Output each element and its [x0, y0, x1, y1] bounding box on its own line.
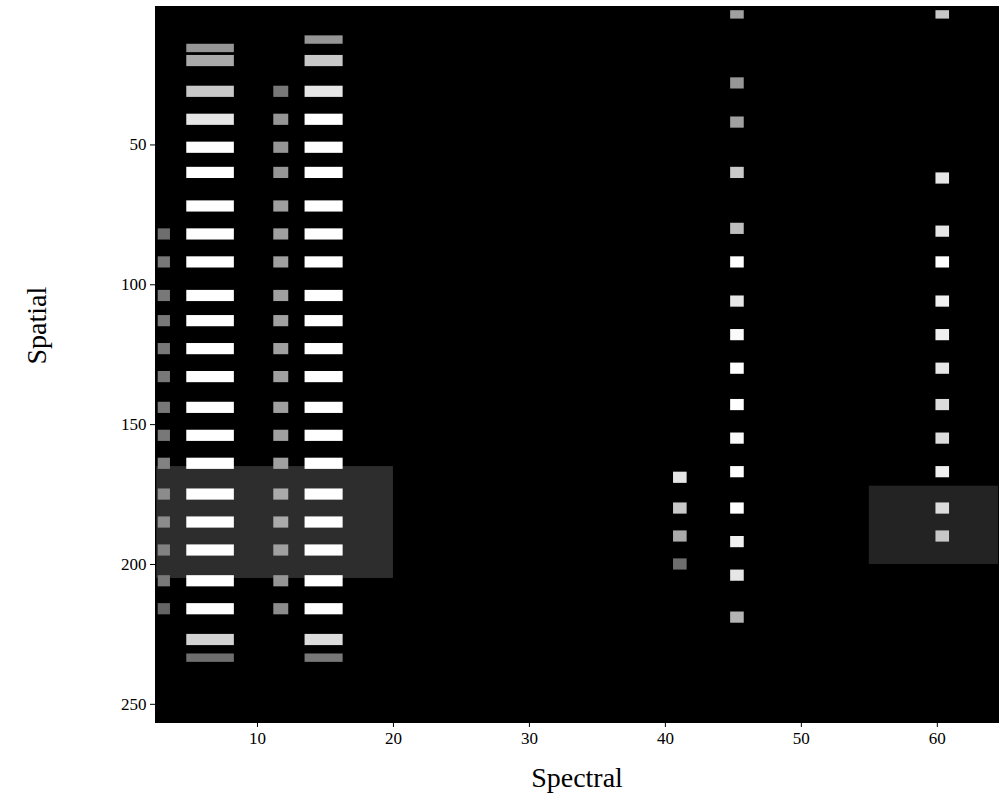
svg-text:50: 50 [130, 135, 147, 154]
svg-text:60: 60 [929, 729, 946, 748]
svg-text:10: 10 [249, 729, 266, 748]
svg-text:40: 40 [657, 729, 674, 748]
svg-text:Spectral: Spectral [531, 762, 623, 793]
svg-text:20: 20 [385, 729, 402, 748]
svg-text:150: 150 [121, 415, 147, 434]
svg-text:200: 200 [121, 555, 147, 574]
svg-text:50: 50 [793, 729, 810, 748]
svg-text:250: 250 [121, 695, 147, 714]
svg-text:100: 100 [121, 275, 147, 294]
svg-text:Spatial: Spatial [21, 287, 52, 365]
svg-text:30: 30 [521, 729, 538, 748]
